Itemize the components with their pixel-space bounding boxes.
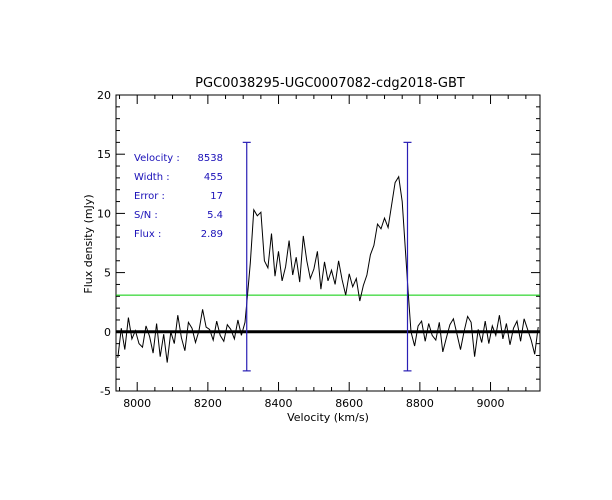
plot-frame xyxy=(115,94,541,392)
y-axis-label: Flux density (mJy) xyxy=(82,194,95,293)
spectrum-line xyxy=(117,175,539,363)
chart-title: PGC0038295-UGC0007082-cdg2018-GBT xyxy=(195,76,465,91)
plot-area: 8000 8200 8400 8600 8800 9000 -5 0 5 10 15 20 Veloci… xyxy=(97,89,541,410)
annotation-label: Width : xyxy=(134,172,170,183)
x-tick-label: 8400 xyxy=(265,397,293,410)
x-tick-label: 8600 xyxy=(335,397,363,410)
y-tick-label: 10 xyxy=(97,207,111,220)
annotation-value: 5.4 xyxy=(207,210,223,221)
x-tick-label: 8800 xyxy=(406,397,434,410)
annotation-label: S/N : xyxy=(134,210,158,221)
x-tick-label: 9000 xyxy=(477,397,505,410)
y-tick-label: 20 xyxy=(97,89,111,102)
y-tick-label: 0 xyxy=(104,326,111,339)
annotation-label: Flux : xyxy=(134,229,161,240)
x-tick-label: 8000 xyxy=(123,397,151,410)
y-tick-label: 15 xyxy=(97,148,111,161)
y-tick-label: -5 xyxy=(100,385,111,398)
annotation-value: 455 xyxy=(204,172,223,183)
annotation-value: 2.89 xyxy=(201,229,223,240)
y-tick-label: 5 xyxy=(104,267,111,280)
annotation-label: Velocity : xyxy=(134,153,180,164)
annotation-value: 17 xyxy=(210,191,223,202)
x-tick-label: 8200 xyxy=(194,397,222,410)
x-axis-label: Velocity (km/s) xyxy=(287,411,369,424)
annotation-value: 8538 xyxy=(198,153,223,164)
annotation-label: Error : xyxy=(134,191,165,202)
